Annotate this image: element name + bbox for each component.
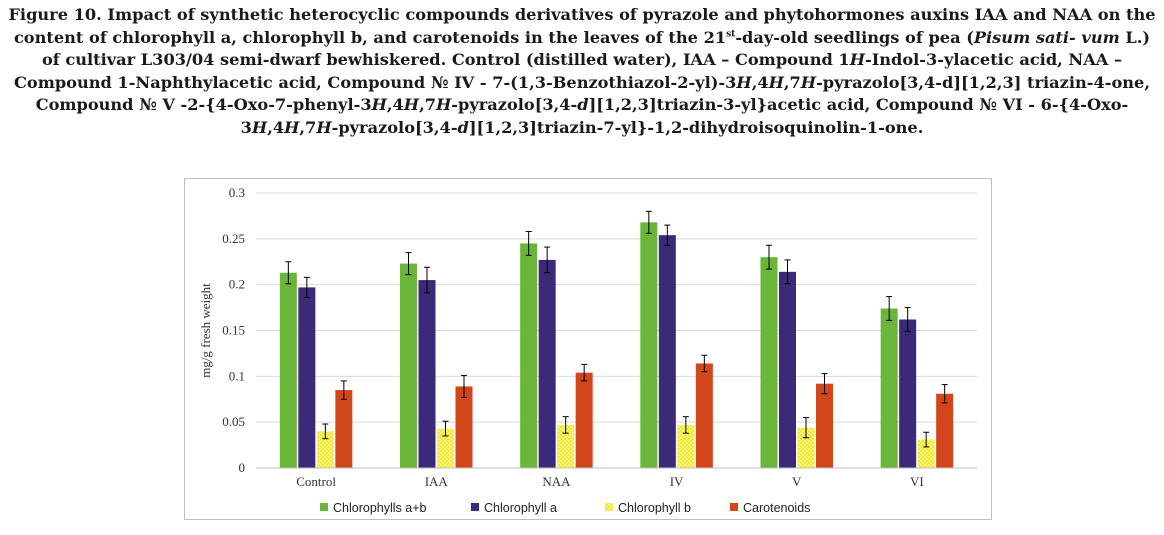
y-tick-label: 0.1 bbox=[229, 368, 245, 383]
y-tick-label: 0.25 bbox=[222, 231, 245, 246]
bar bbox=[279, 272, 297, 468]
y-tick-label: 0.3 bbox=[229, 185, 245, 200]
bar bbox=[455, 386, 473, 468]
y-tick-label: 0.05 bbox=[222, 414, 245, 429]
bar bbox=[437, 428, 454, 468]
legend-swatch bbox=[605, 503, 613, 511]
legend-swatch bbox=[730, 503, 738, 511]
bar bbox=[880, 308, 898, 468]
bar bbox=[917, 439, 935, 468]
bar bbox=[936, 393, 954, 468]
bar bbox=[640, 222, 658, 468]
bar bbox=[575, 372, 593, 468]
y-tick-label: 0.15 bbox=[222, 323, 245, 338]
bar bbox=[899, 319, 917, 468]
figure-caption: Figure 10. Impact of synthetic heterocyc… bbox=[8, 5, 1156, 137]
x-tick-label: Control bbox=[296, 474, 336, 489]
bar bbox=[400, 263, 417, 468]
legend-label: Chlorophyll a bbox=[484, 501, 557, 515]
legend-label: Chlorophyll b bbox=[618, 501, 691, 515]
legend-swatch bbox=[320, 503, 328, 511]
bar bbox=[298, 287, 316, 468]
x-tick-label: NAA bbox=[542, 474, 571, 489]
legend-swatch bbox=[471, 503, 479, 511]
x-tick-label: VI bbox=[910, 474, 924, 489]
bar bbox=[816, 383, 833, 468]
legend-label: Chlorophylls a+b bbox=[333, 501, 427, 515]
x-tick-label: IAA bbox=[425, 474, 449, 489]
y-tick-label: 0.2 bbox=[229, 277, 245, 292]
bar bbox=[760, 257, 778, 468]
bar bbox=[557, 424, 575, 468]
y-tick-label: 0 bbox=[239, 460, 246, 475]
bar bbox=[695, 363, 713, 468]
bar bbox=[797, 427, 815, 468]
y-axis-label: mg/g fresh weight bbox=[198, 283, 213, 378]
bar bbox=[418, 280, 436, 468]
x-tick-label: V bbox=[792, 474, 802, 489]
bar bbox=[316, 431, 334, 468]
bar bbox=[779, 271, 796, 468]
bar bbox=[335, 390, 353, 468]
legend-label: Carotenoids bbox=[743, 501, 810, 515]
bar bbox=[658, 235, 676, 468]
bar bbox=[677, 424, 695, 468]
bar bbox=[520, 243, 538, 468]
bar bbox=[538, 259, 556, 468]
x-tick-label: IV bbox=[670, 474, 684, 489]
